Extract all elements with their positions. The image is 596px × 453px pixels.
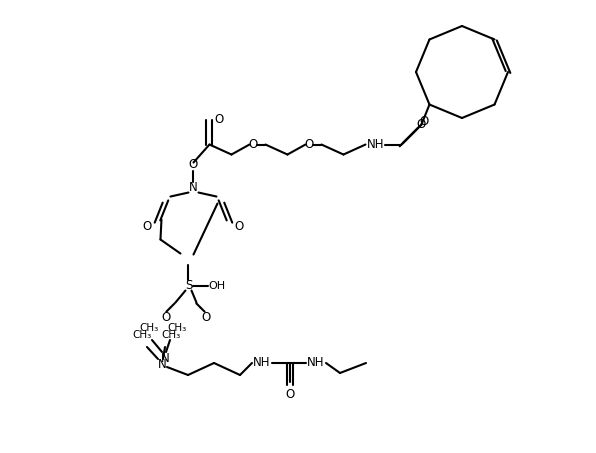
Text: NH: NH xyxy=(253,357,271,370)
Text: O: O xyxy=(420,115,429,128)
Text: N: N xyxy=(161,352,169,365)
Text: CH₃: CH₃ xyxy=(132,330,151,340)
Text: O: O xyxy=(189,158,198,171)
Text: CH₃: CH₃ xyxy=(162,330,181,340)
Text: O: O xyxy=(249,138,258,151)
Text: N: N xyxy=(189,181,198,194)
Text: NH: NH xyxy=(367,138,384,151)
Text: O: O xyxy=(305,138,314,151)
Text: O: O xyxy=(162,311,171,324)
Text: N: N xyxy=(157,358,166,371)
Text: O: O xyxy=(215,113,224,126)
Text: OH: OH xyxy=(208,280,225,290)
Text: O: O xyxy=(202,311,211,324)
Text: CH₃: CH₃ xyxy=(167,323,187,333)
Text: S: S xyxy=(185,279,192,292)
Text: O: O xyxy=(143,220,152,233)
Text: O: O xyxy=(417,118,426,131)
Text: O: O xyxy=(235,220,244,233)
Text: CH₃: CH₃ xyxy=(139,323,159,333)
Text: O: O xyxy=(285,389,294,401)
Text: NH: NH xyxy=(308,357,325,370)
